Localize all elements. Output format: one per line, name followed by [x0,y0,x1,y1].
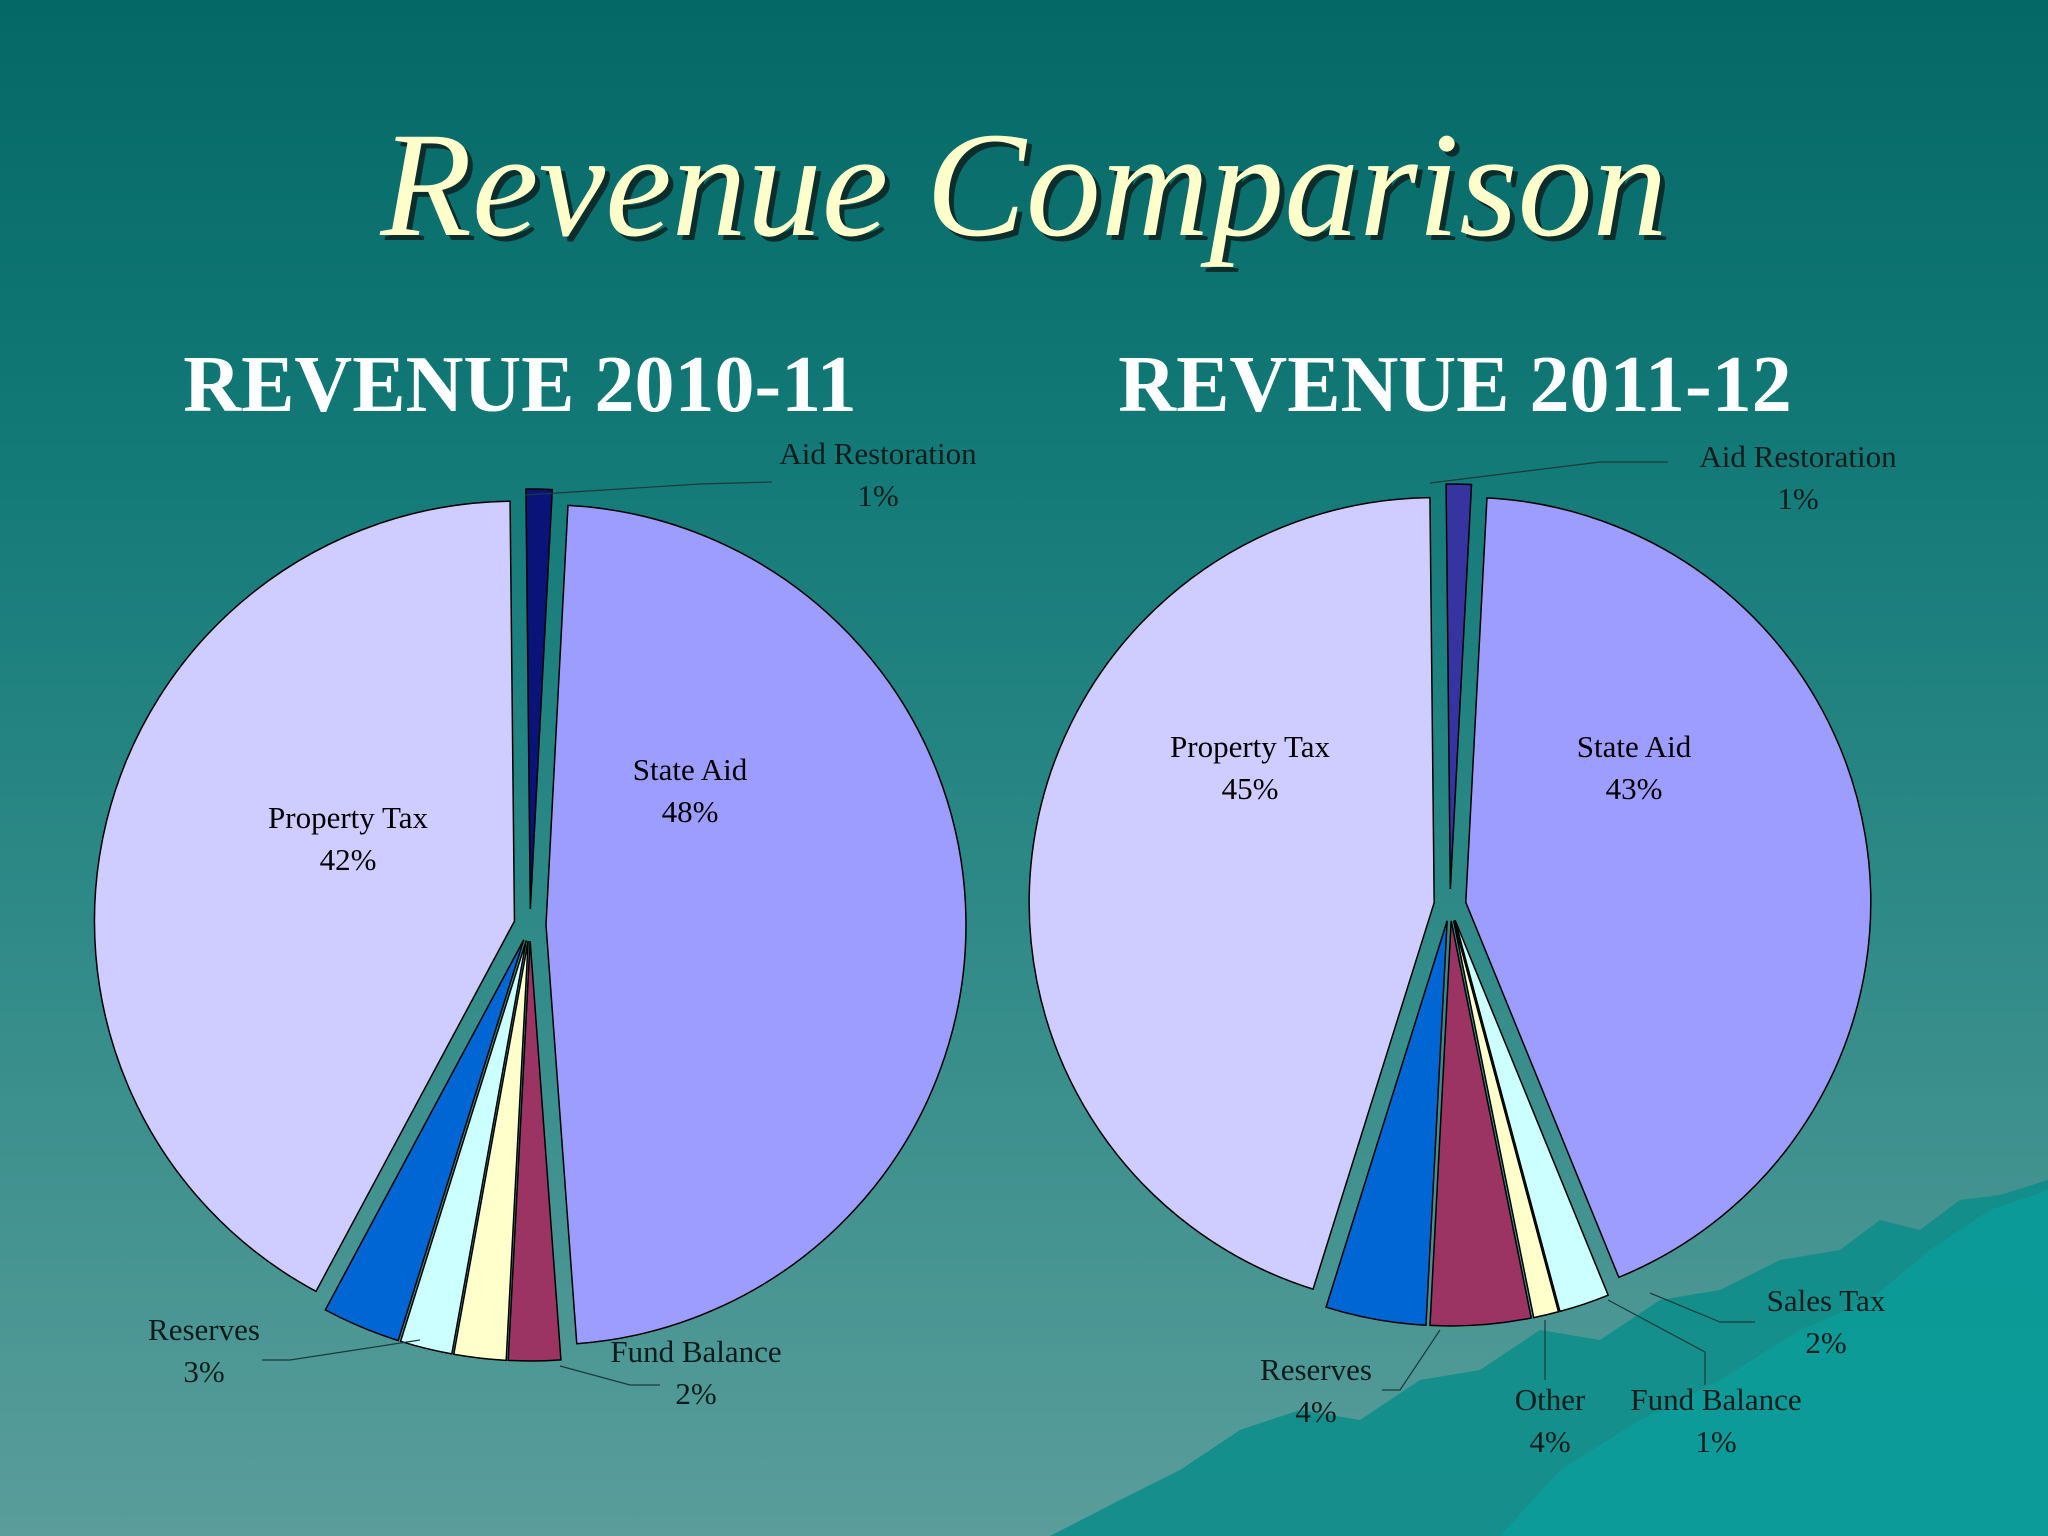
slice-percent-aid-restoration: 1% [1777,481,1818,516]
slice-label-fund-balance: Fund Balance [610,1334,781,1369]
slice-percent-state-aid: 48% [662,794,719,829]
slice-percent-property-tax: 42% [320,842,377,877]
leader-line-reserves [1382,1329,1441,1391]
slice-label-reserves: Reserves [148,1312,260,1347]
pie-slice-aid-restoration [525,488,554,910]
leader-line-aid-restoration [1429,461,1668,484]
chart-title-2011-12: REVENUE 2011-12 [1118,341,1792,429]
slice-label-aid-restoration: Aid Restoration [779,436,977,471]
leader-line-reserves [262,1339,421,1361]
pie-slice-other [1429,920,1533,1327]
leader-line-fund-balance [1607,1299,1706,1385]
leader-line-sales-tax [1649,1292,1755,1323]
slice-label-state-aid: State Aid [633,752,748,787]
slice-label-aid-restoration: Aid Restoration [1699,439,1897,474]
slice-percent-sales-tax: 2% [1805,1325,1846,1360]
slice-percent-reserves: 4% [1295,1394,1336,1429]
slice-percent-fund-balance: 2% [675,1376,716,1411]
slice-label-state-aid: State Aid [1577,729,1692,764]
slice-label-sales-tax: Sales Tax [1767,1283,1886,1318]
pie-slice-reserves [324,939,525,1342]
slice-percent-aid-restoration: 1% [857,478,898,513]
slice-label-property-tax: Property Tax [1170,729,1330,764]
slice-percent-fund-balance: 1% [1695,1424,1736,1459]
slice-percent-state-aid: 43% [1606,771,1663,806]
pie-slice-fund-balance [1452,920,1560,1319]
pie-slice-segment-2 [452,940,529,1362]
slice-label-property-tax: Property Tax [268,800,428,835]
pie-slice-property-tax [1028,496,1435,1291]
slide-title: Revenue Comparison [380,102,1668,268]
pie-slice-property-tax [93,500,516,1293]
leader-line-aid-restoration [524,481,773,496]
leader-line-fund-balance [559,1365,660,1386]
slice-percent-reserves: 3% [183,1354,224,1389]
pie-slice-aid-restoration [1445,483,1473,890]
pie-slice-reserves [1325,920,1448,1326]
slice-label-reserves: Reserves [1260,1352,1372,1387]
slice-percent-property-tax: 45% [1222,771,1279,806]
chart-title-2010-11: REVENUE 2010-11 [183,341,857,429]
slice-label-fund-balance: Fund Balance [1630,1382,1801,1417]
pie-chart-2010-11: State Aid 48% Fund Balance 2% Reserves 3% Prop… [93,436,977,1411]
pie-slice-state-aid [545,504,967,1345]
slice-label-other: Other [1515,1382,1586,1417]
pie-slice-fund-balance [507,940,562,1362]
pie-slice-state-aid [1465,497,1872,1279]
pie-chart-2011-12: State Aid 43% Sales Tax 2%Fund Balance 1% Oth… [1028,439,1897,1459]
pie-slice-segment-3 [399,940,527,1355]
slice-percent-other: 4% [1529,1424,1570,1459]
decorative-mountains-back [1500,1190,2048,1536]
pie-slice-sales-tax [1454,919,1610,1313]
